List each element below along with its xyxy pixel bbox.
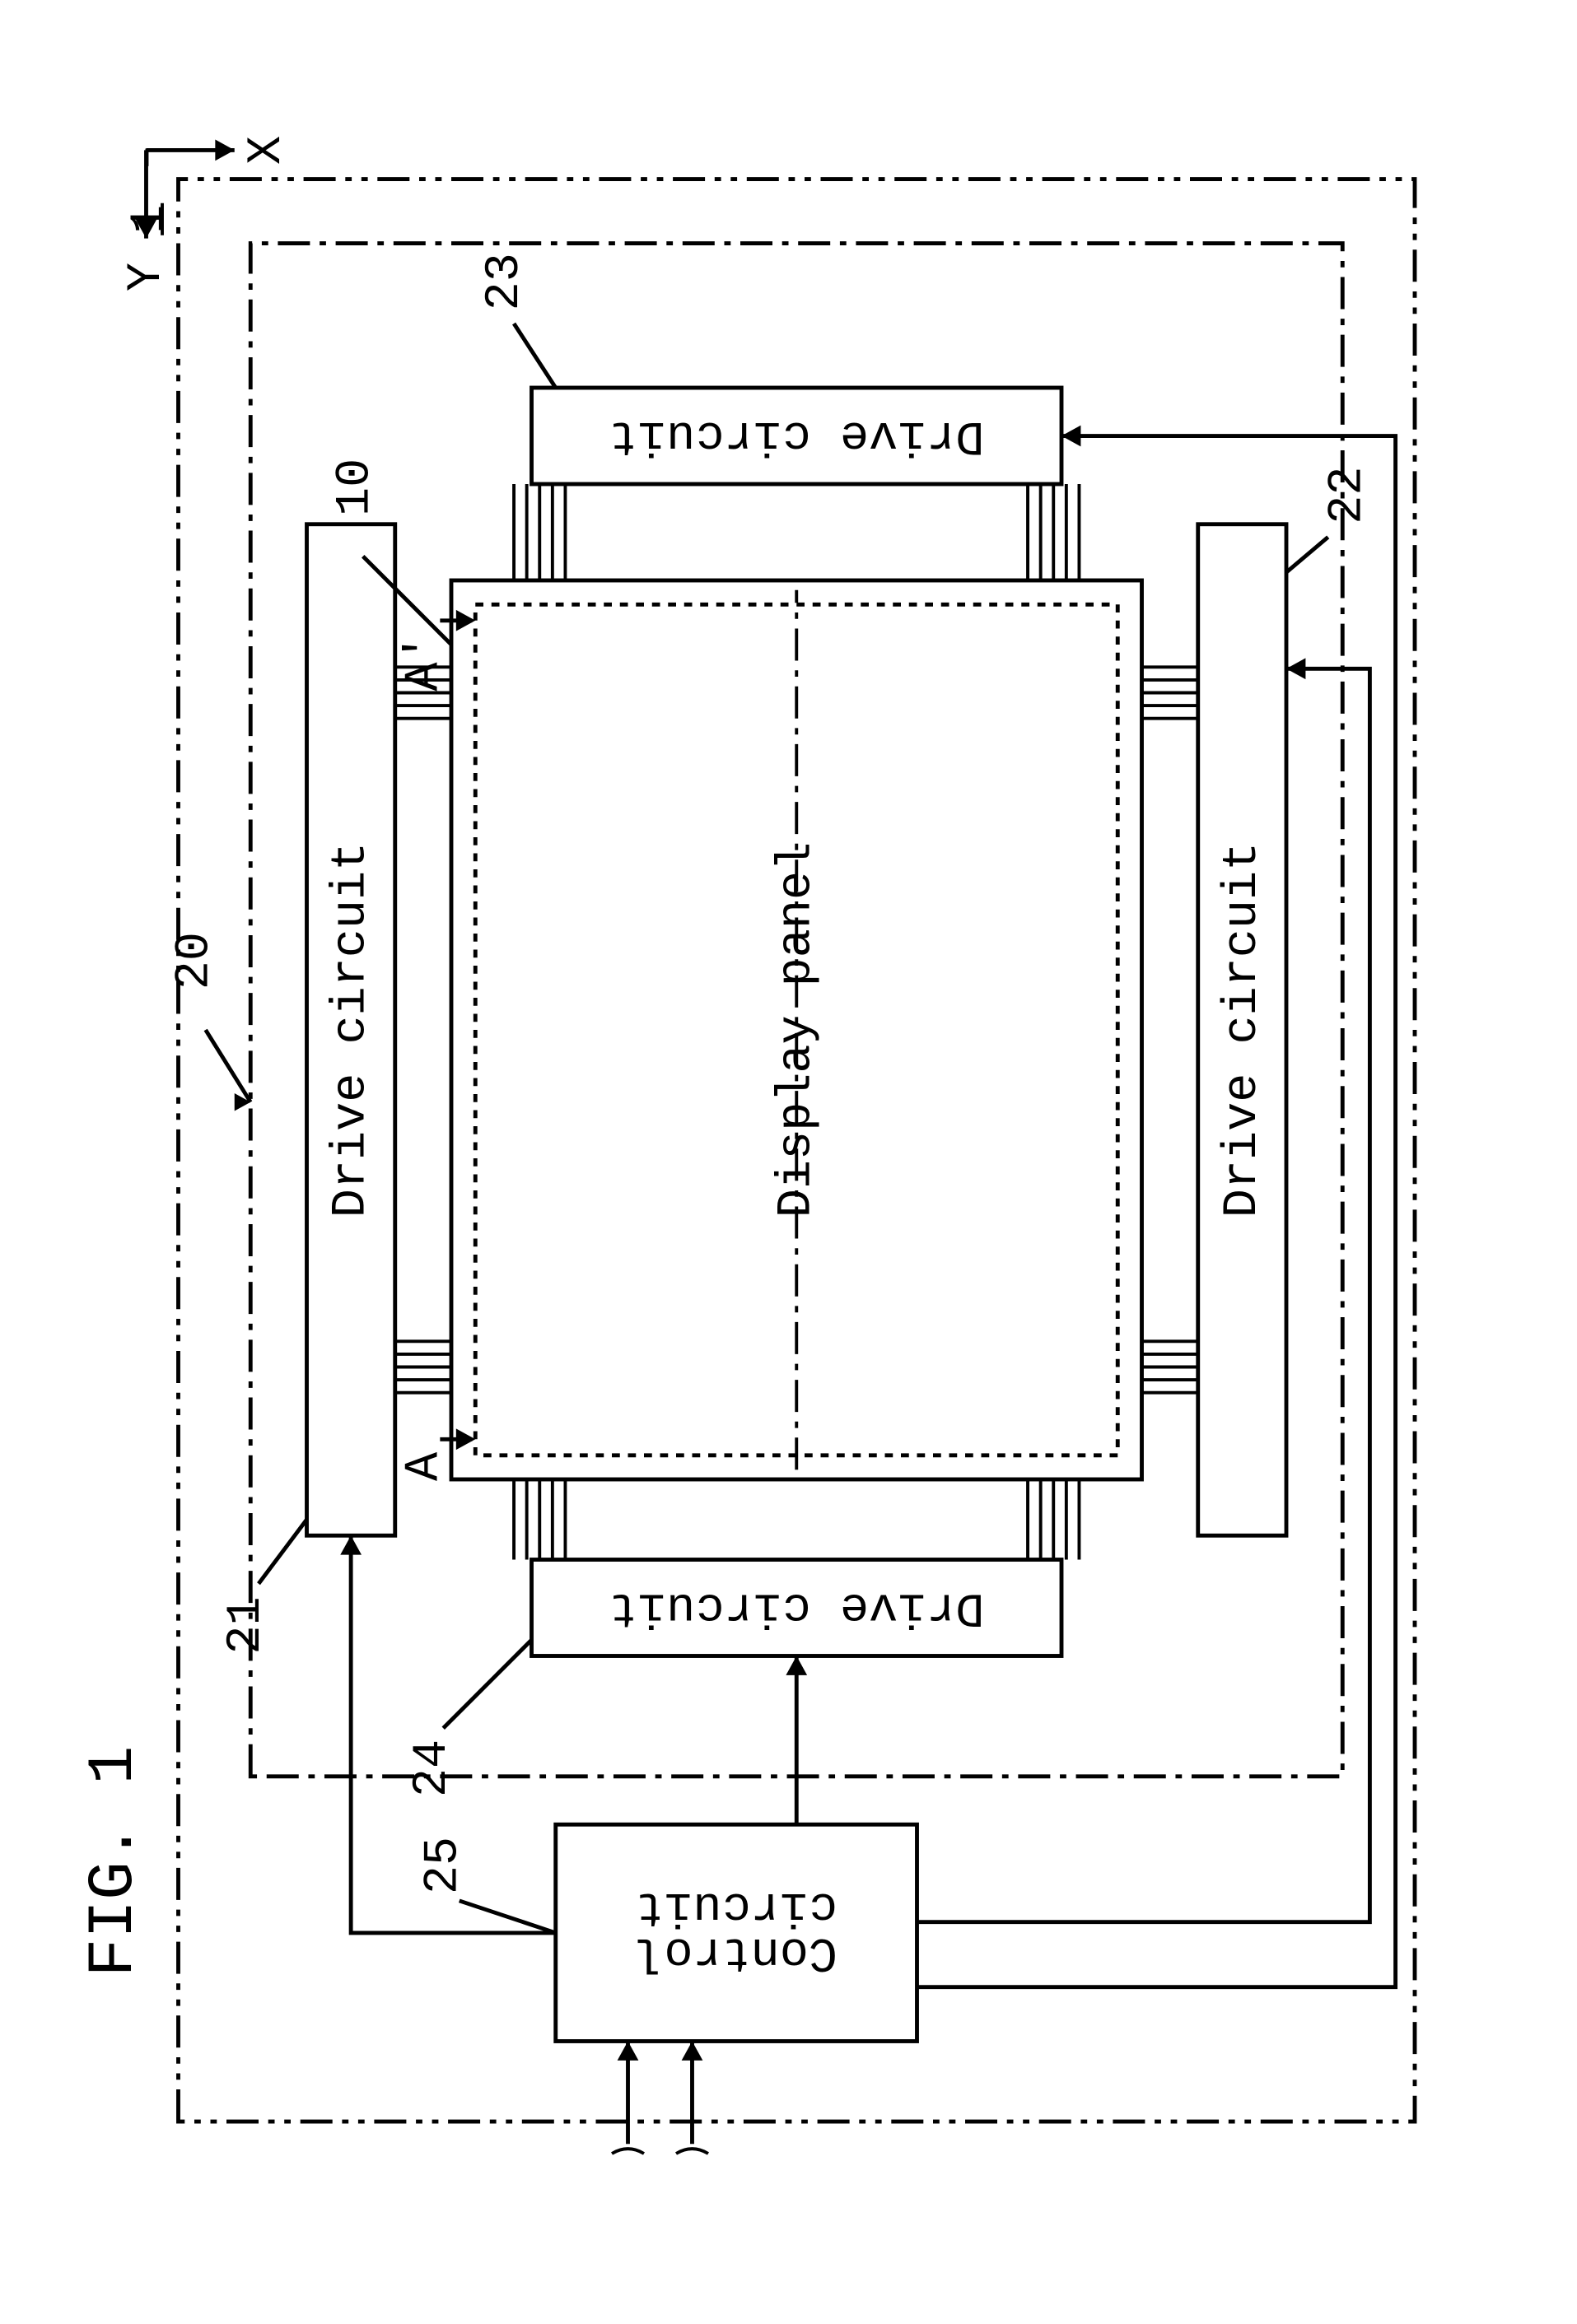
svg-text:21: 21 [218,1596,273,1654]
svg-text:Drive circuit: Drive circuit [609,1581,984,1636]
svg-text:25: 25 [416,1837,471,1894]
svg-text:A: A [396,1451,451,1481]
svg-text:23: 23 [477,253,532,310]
svg-text:circuit: circuit [635,1879,837,1935]
svg-text:20: 20 [166,932,222,990]
svg-text:X: X [239,136,294,165]
svg-text:Drive circuit: Drive circuit [324,842,379,1218]
svg-text:10: 10 [327,459,382,516]
svg-text:Y: Y [119,263,174,291]
figure-1: FIG. 1120Display panel10AA'Drive circuit… [78,136,1415,2154]
svg-text:Drive circuit: Drive circuit [609,408,984,463]
svg-text:FIG. 1: FIG. 1 [78,1746,151,1977]
svg-text:22: 22 [1320,467,1375,524]
svg-text:24: 24 [404,1740,460,1797]
svg-text:A': A' [396,633,451,691]
svg-text:Drive circuit: Drive circuit [1215,842,1270,1218]
